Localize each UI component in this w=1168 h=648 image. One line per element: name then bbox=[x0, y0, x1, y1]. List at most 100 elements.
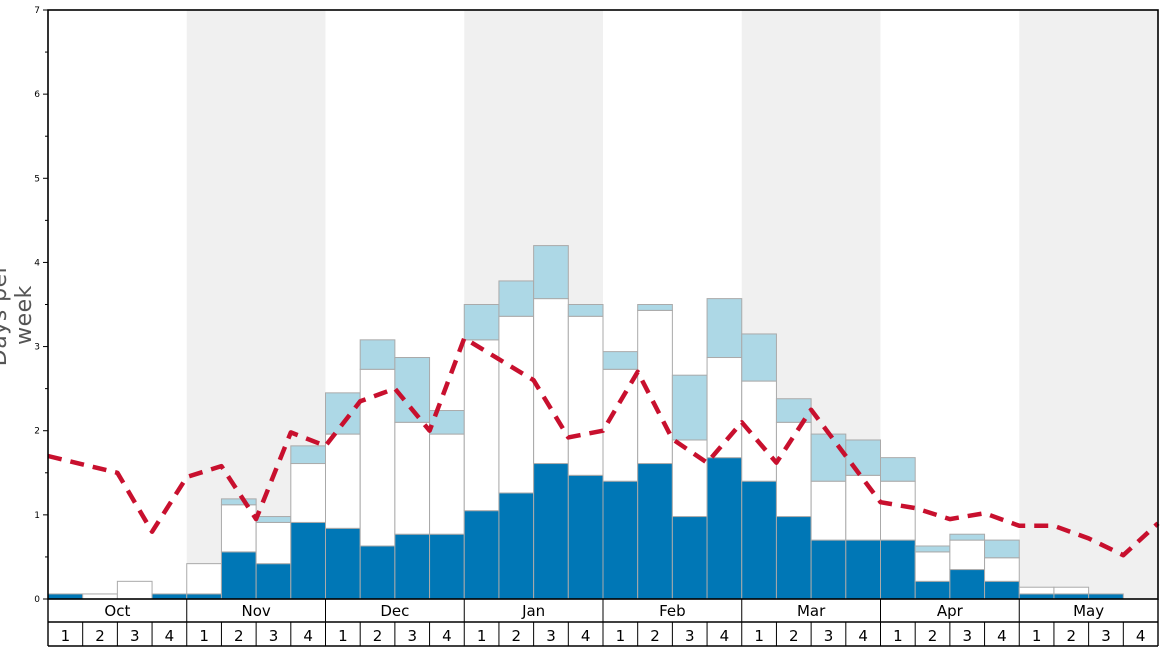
bar-segment bbox=[637, 309, 673, 465]
bar-segment bbox=[394, 533, 431, 600]
month-label: Apr bbox=[937, 602, 964, 620]
bar-segment bbox=[359, 545, 396, 600]
week-label: 3 bbox=[1101, 627, 1111, 645]
month-label: Dec bbox=[380, 602, 409, 620]
bar-segment bbox=[845, 439, 881, 476]
month-label: Feb bbox=[659, 602, 686, 620]
month-label: Mar bbox=[797, 602, 826, 620]
y-axis-title: Days per week bbox=[0, 263, 37, 367]
bar-segment bbox=[775, 421, 812, 518]
week-label: 2 bbox=[650, 627, 660, 645]
bar-segment bbox=[949, 533, 986, 541]
bar-segment bbox=[810, 539, 847, 600]
bar-segment bbox=[845, 539, 881, 600]
week-label: 3 bbox=[130, 627, 140, 645]
bar-segment bbox=[914, 545, 951, 553]
y-tick-label: 5 bbox=[34, 174, 40, 184]
week-label: 1 bbox=[616, 627, 626, 645]
bar-segment bbox=[533, 463, 569, 600]
bar-segment bbox=[463, 339, 500, 512]
bar-segment bbox=[775, 516, 812, 600]
bar-segment bbox=[567, 304, 604, 317]
month-label: Oct bbox=[104, 602, 130, 620]
bar-segment bbox=[220, 504, 257, 553]
week-label: 2 bbox=[95, 627, 105, 645]
y-tick-label: 0 bbox=[34, 595, 40, 605]
week-label: 4 bbox=[303, 627, 313, 645]
bar-segment bbox=[810, 433, 847, 482]
bar-segment bbox=[255, 521, 292, 565]
bar-segment bbox=[671, 374, 708, 441]
y-tick-label: 4 bbox=[34, 258, 40, 268]
week-label: 1 bbox=[61, 627, 71, 645]
bar-segment bbox=[533, 298, 569, 465]
bar-segment bbox=[290, 445, 326, 465]
bar-segment bbox=[671, 439, 708, 518]
week-label: 2 bbox=[1067, 627, 1077, 645]
bar-segment bbox=[602, 368, 639, 482]
week-label: 4 bbox=[997, 627, 1007, 645]
bar-segment bbox=[567, 315, 604, 476]
week-label: 1 bbox=[477, 627, 487, 645]
bar-segment bbox=[220, 551, 257, 600]
bar-segment bbox=[706, 457, 743, 600]
week-label: 1 bbox=[1032, 627, 1042, 645]
bar-segment bbox=[325, 527, 361, 600]
week-label: 4 bbox=[858, 627, 868, 645]
month-label: May bbox=[1073, 602, 1104, 620]
y-tick-label: 7 bbox=[34, 6, 40, 16]
bar-segment bbox=[984, 557, 1020, 582]
bar-segment bbox=[984, 580, 1020, 600]
bar-segment bbox=[914, 551, 951, 582]
week-label: 1 bbox=[338, 627, 348, 645]
week-label: 3 bbox=[269, 627, 279, 645]
bar-segment bbox=[290, 463, 326, 523]
y-tick-label: 3 bbox=[34, 343, 40, 353]
bar-segment bbox=[498, 315, 535, 494]
bar-segment bbox=[706, 298, 743, 359]
bar-segment bbox=[741, 333, 777, 382]
week-label: 3 bbox=[546, 627, 556, 645]
week-label: 2 bbox=[512, 627, 522, 645]
bar-segment bbox=[845, 474, 881, 541]
y-tick-label: 6 bbox=[34, 90, 40, 100]
bar-segment bbox=[880, 457, 916, 482]
bar-segment bbox=[567, 474, 604, 600]
plot-frame bbox=[47, 9, 1159, 600]
bar-segment bbox=[637, 463, 673, 600]
bar-segment bbox=[498, 492, 535, 600]
week-label: 1 bbox=[893, 627, 903, 645]
bar-segment bbox=[255, 516, 292, 523]
bar-segment bbox=[671, 516, 708, 600]
month-label: Jan bbox=[521, 602, 545, 620]
stacked-bars bbox=[47, 245, 1124, 600]
bar-segment bbox=[810, 480, 847, 541]
week-label: 3 bbox=[962, 627, 972, 645]
month-label: Nov bbox=[241, 602, 270, 620]
bar-segment bbox=[186, 563, 222, 595]
trend-line bbox=[47, 335, 1160, 558]
week-label: 1 bbox=[199, 627, 209, 645]
bar-segment bbox=[949, 569, 986, 600]
bar-segment bbox=[602, 351, 639, 370]
bar-segment bbox=[359, 339, 396, 370]
week-label: 2 bbox=[789, 627, 799, 645]
week-label: 4 bbox=[1136, 627, 1146, 645]
week-label: 2 bbox=[928, 627, 938, 645]
bar-segment bbox=[325, 392, 361, 435]
bar-segment bbox=[949, 539, 986, 571]
bar-segment bbox=[463, 510, 500, 600]
week-label: 4 bbox=[720, 627, 730, 645]
bar-segment bbox=[429, 433, 465, 535]
week-label: 1 bbox=[754, 627, 764, 645]
month-band bbox=[1019, 10, 1158, 599]
trend-line-path bbox=[47, 335, 1160, 558]
bar-segment bbox=[706, 357, 743, 459]
bar-segment bbox=[220, 498, 257, 506]
bar-segment bbox=[429, 533, 465, 600]
y-tick-label: 2 bbox=[34, 427, 40, 437]
bar-segment bbox=[880, 480, 916, 541]
bar-segment bbox=[290, 521, 326, 600]
x-axis: Oct 1 2 3 4 Nov 1 2 3 4 Dec 1 2 3 4 Jan 1 2 3 4 Feb 1 2 3 4 Mar 1 2… bbox=[47, 599, 1159, 647]
